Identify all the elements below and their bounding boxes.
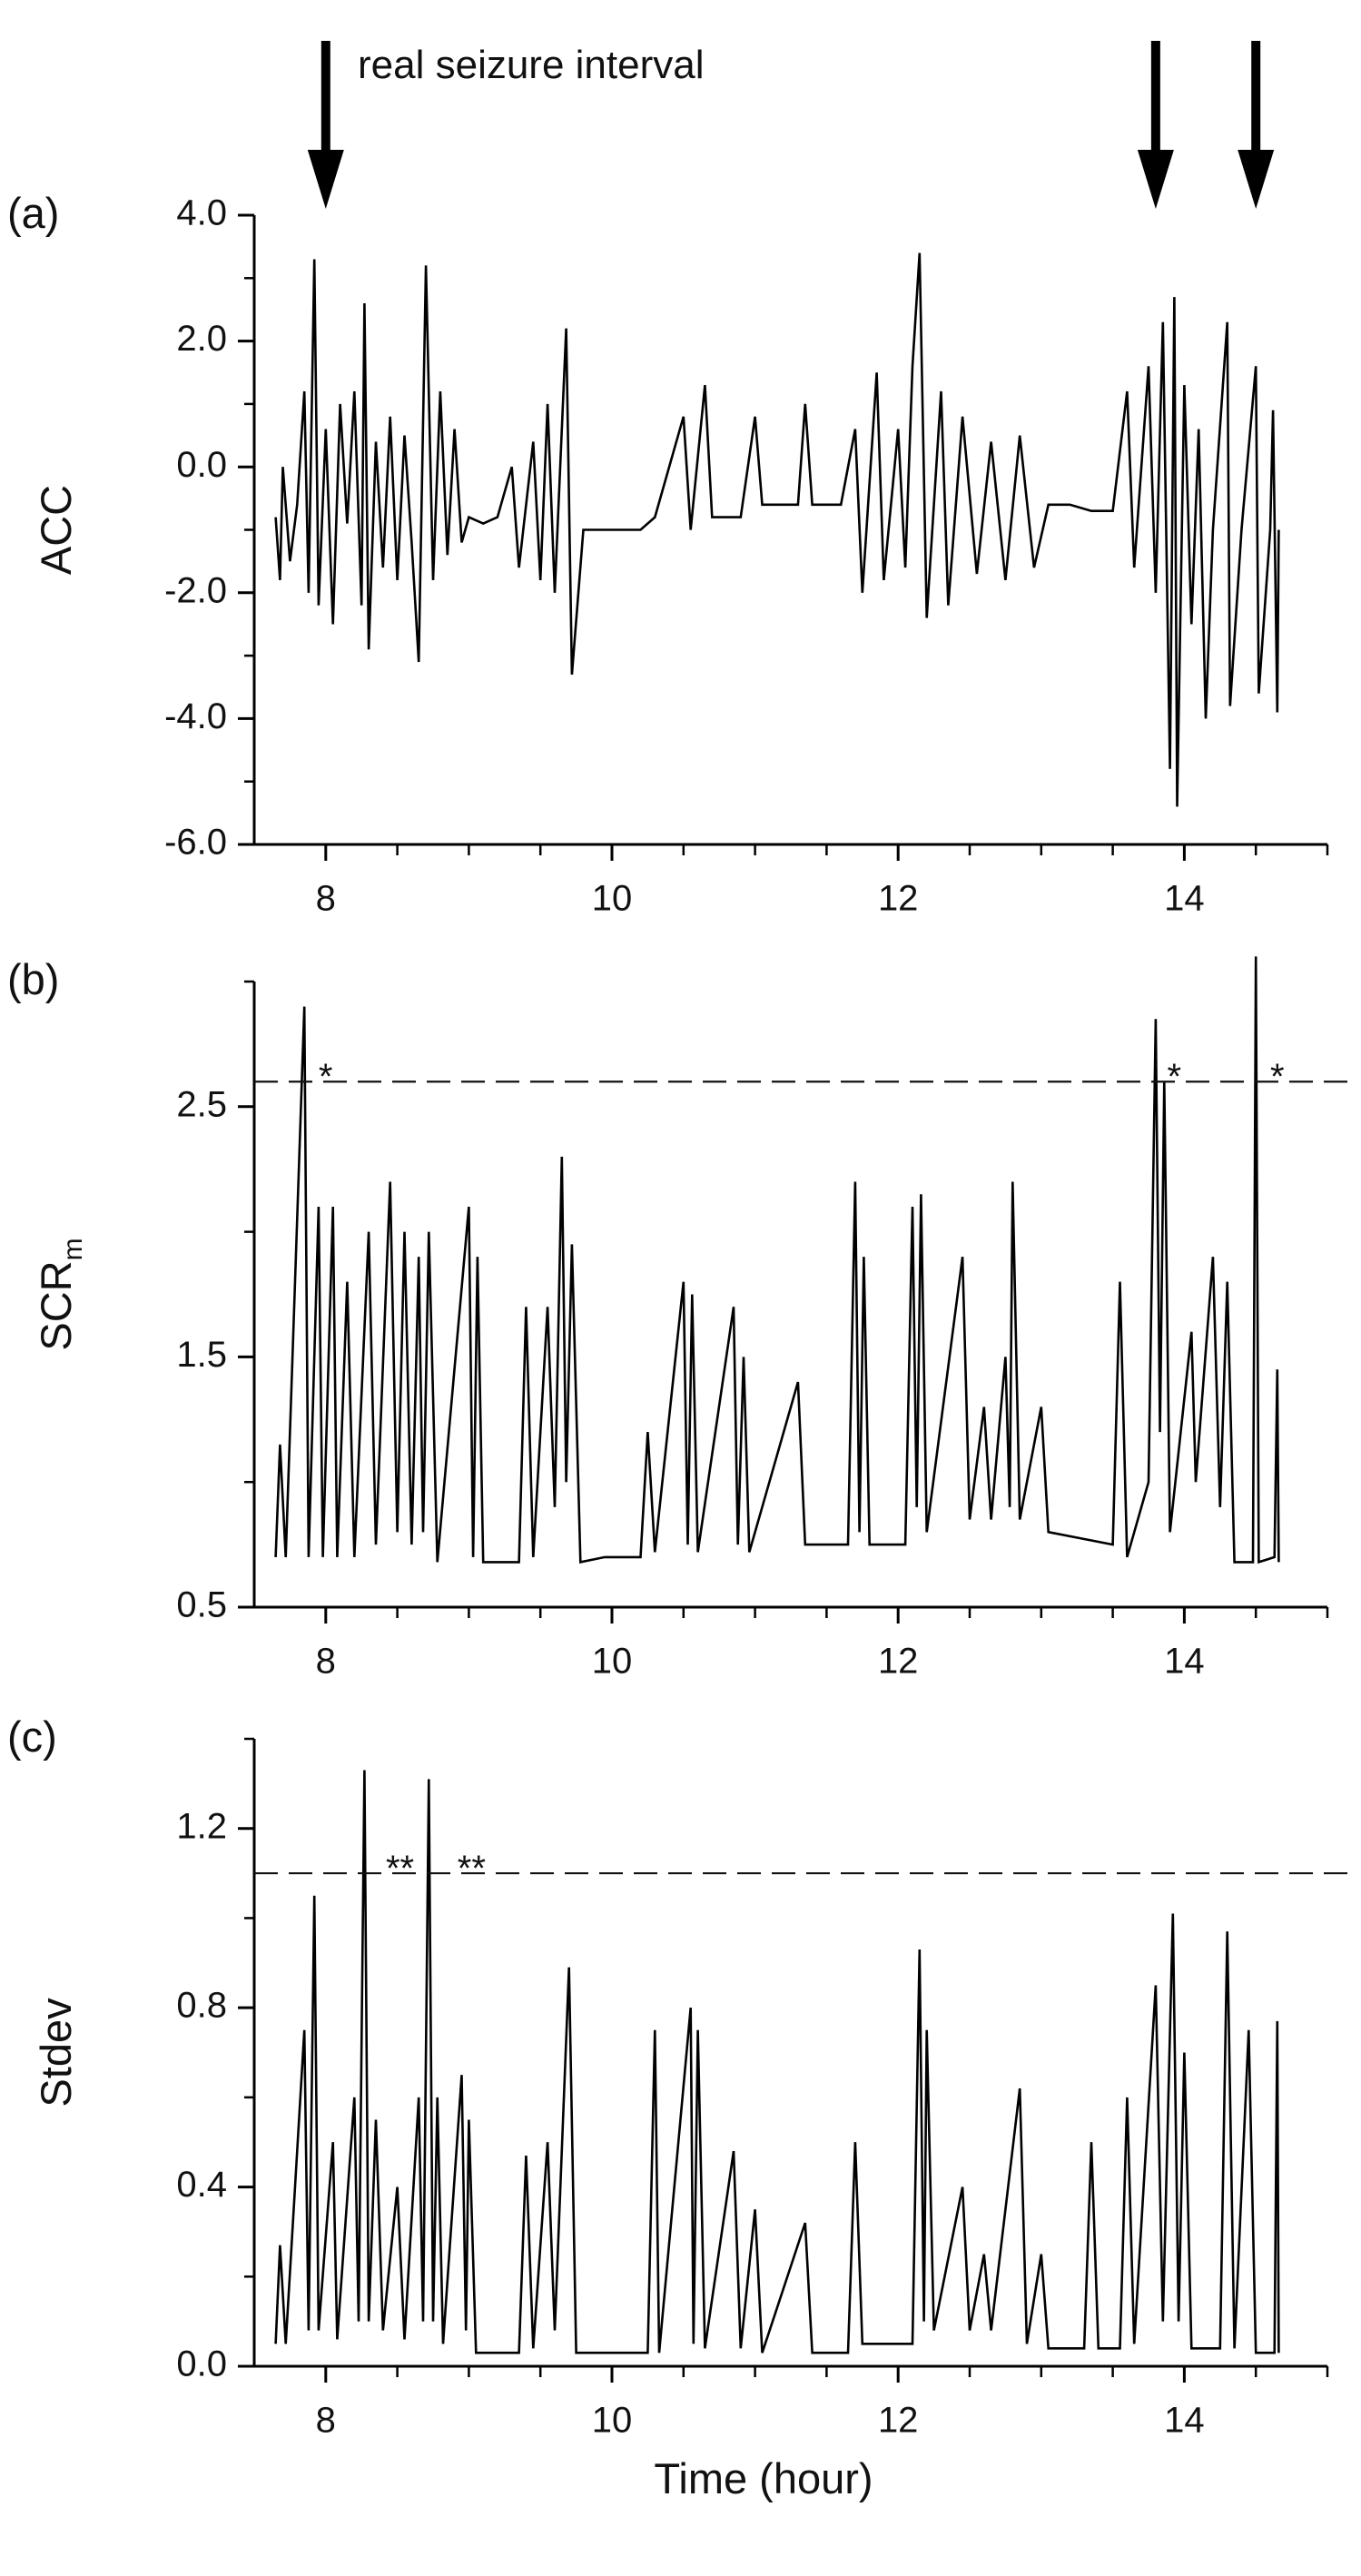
y-axis-label: Stdev bbox=[32, 1998, 80, 2107]
x-tick-label: 8 bbox=[316, 1642, 336, 1682]
x-axis-label: Time (hour) bbox=[654, 2454, 873, 2502]
y-tick-label: 0.4 bbox=[176, 2165, 227, 2205]
x-tick-label: 12 bbox=[878, 2401, 919, 2441]
x-tick-label: 12 bbox=[878, 1642, 919, 1682]
y-tick-label: -4.0 bbox=[164, 696, 227, 736]
y-tick-label: -2.0 bbox=[164, 570, 227, 610]
x-tick-label: 10 bbox=[592, 2401, 633, 2441]
y-axis-label: ACC bbox=[32, 485, 80, 575]
panel-label: (c) bbox=[7, 1712, 57, 1761]
x-tick-label: 14 bbox=[1164, 879, 1205, 919]
x-tick-label: 10 bbox=[592, 879, 633, 919]
y-label-subscript: m bbox=[58, 1238, 88, 1260]
y-label-text: Stdev bbox=[32, 1998, 80, 2107]
seizure-arrowhead bbox=[1137, 150, 1174, 209]
annotation-mark: * bbox=[319, 1057, 333, 1097]
y-label-text: ACC bbox=[32, 485, 80, 575]
annotation-mark: * bbox=[1270, 1057, 1285, 1097]
y-label-text: SCR bbox=[32, 1260, 80, 1350]
y-axis-label: SCRm bbox=[32, 1238, 88, 1350]
y-tick-label: -6.0 bbox=[164, 823, 227, 863]
y-tick-label: 1.2 bbox=[176, 1806, 227, 1846]
x-tick-label: 14 bbox=[1164, 1642, 1205, 1682]
y-tick-label: 1.5 bbox=[176, 1335, 227, 1375]
y-tick-label: 0.5 bbox=[176, 1585, 227, 1625]
y-tick-label: 0.0 bbox=[176, 445, 227, 485]
x-tick-label: 8 bbox=[316, 2401, 336, 2441]
annotation-mark: ** bbox=[386, 1849, 414, 1889]
annotation-mark: ** bbox=[458, 1849, 486, 1889]
data-line bbox=[274, 1770, 1280, 2354]
seizure-arrowhead bbox=[307, 150, 344, 209]
panel-label: (a) bbox=[7, 189, 59, 237]
x-tick-label: 10 bbox=[592, 1642, 633, 1682]
y-tick-label: 0.0 bbox=[176, 2344, 227, 2384]
data-line bbox=[274, 956, 1280, 1564]
y-tick-label: 2.5 bbox=[176, 1084, 227, 1124]
x-tick-label: 8 bbox=[316, 879, 336, 919]
x-tick-label: 14 bbox=[1164, 2401, 1205, 2441]
seizure-arrowhead bbox=[1238, 150, 1275, 209]
annotation-mark: * bbox=[1167, 1057, 1181, 1097]
x-tick-label: 12 bbox=[878, 879, 919, 919]
y-tick-label: 2.0 bbox=[176, 319, 227, 359]
data-line bbox=[274, 252, 1280, 807]
arrow-caption: real seizure interval bbox=[358, 43, 705, 87]
y-tick-label: 0.8 bbox=[176, 1986, 227, 2026]
y-tick-label: 4.0 bbox=[176, 193, 227, 233]
panel-label: (b) bbox=[7, 955, 59, 1003]
